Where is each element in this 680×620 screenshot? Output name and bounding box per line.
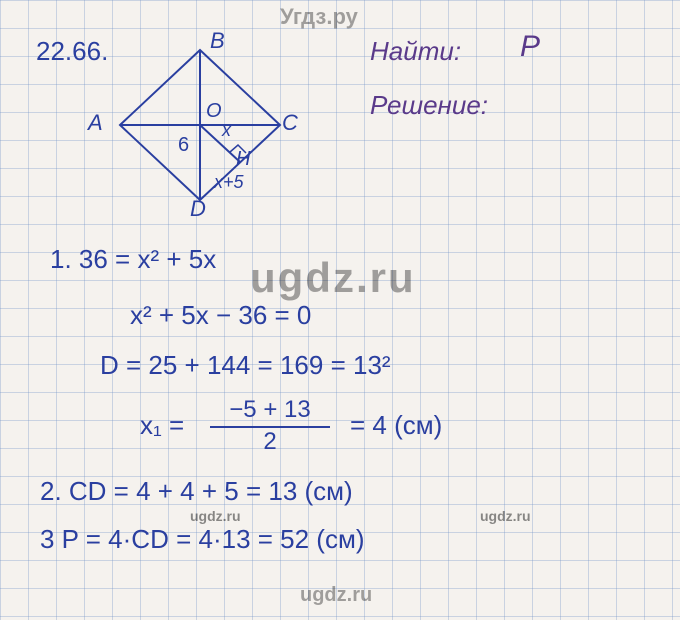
label-c: C bbox=[282, 110, 298, 136]
step-1d-lhs: x₁ = bbox=[140, 410, 184, 441]
step-1a: 1. 36 = x² + 5x bbox=[50, 244, 216, 275]
label-d: D bbox=[190, 196, 206, 222]
step-1d-den: 2 bbox=[210, 428, 330, 456]
label-x: x bbox=[222, 120, 231, 141]
label-o: O bbox=[206, 100, 222, 123]
step-3: 3 P = 4·CD = 4·13 = 52 (см) bbox=[40, 524, 365, 555]
watermark-small-2: ugdz.ru bbox=[480, 508, 531, 524]
step-1b: x² + 5x − 36 = 0 bbox=[130, 300, 311, 331]
solution-label: Решение: bbox=[370, 90, 488, 121]
watermark-big: ugdz.ru bbox=[250, 254, 416, 302]
rhombus-diagram bbox=[90, 30, 310, 220]
watermark-top: Угдз.ру bbox=[280, 4, 358, 30]
label-a: A bbox=[88, 110, 103, 136]
label-six: 6 bbox=[178, 134, 189, 157]
label-h: H bbox=[236, 148, 250, 171]
step-1d-num: −5 + 13 bbox=[210, 396, 330, 424]
watermark-small-1: ugdz.ru bbox=[190, 508, 241, 524]
label-b: B bbox=[210, 28, 225, 54]
step-1d-rhs: = 4 (см) bbox=[350, 410, 442, 441]
step-2: 2. CD = 4 + 4 + 5 = 13 (см) bbox=[40, 476, 353, 507]
find-label: Найти: bbox=[370, 36, 461, 67]
label-xplus5: x+5 bbox=[214, 172, 244, 193]
step-1c: D = 25 + 144 = 169 = 13² bbox=[100, 350, 391, 381]
watermark-bottom: ugdz.ru bbox=[300, 584, 372, 607]
find-var: P bbox=[520, 30, 540, 64]
